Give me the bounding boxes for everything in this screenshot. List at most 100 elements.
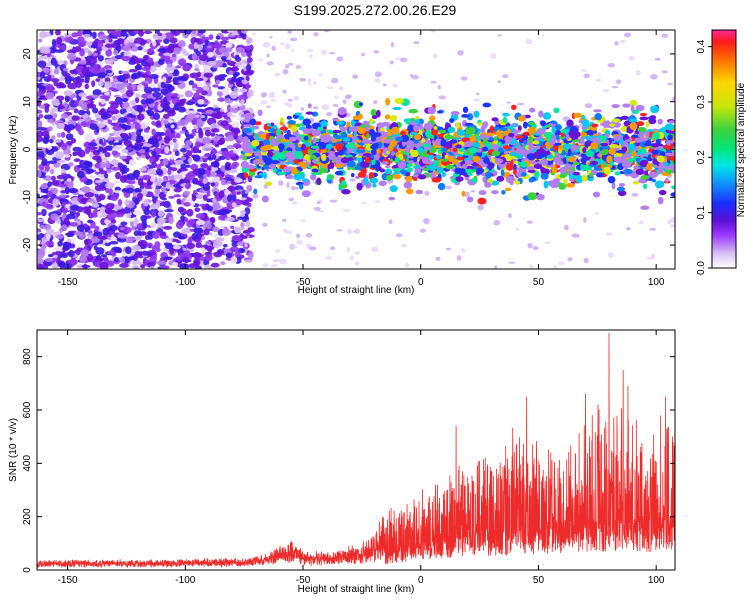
heatmap-cell — [260, 100, 268, 105]
heatmap-cell — [234, 54, 240, 61]
heatmap-cell — [497, 34, 502, 37]
heatmap-cell — [594, 212, 599, 215]
heatmap-cell — [371, 115, 378, 120]
heatmap-cell — [193, 124, 198, 129]
heatmap-cell — [229, 225, 235, 229]
heatmap-cell — [290, 185, 296, 191]
heatmap-cell — [100, 98, 106, 105]
heatmap-cell — [650, 73, 658, 80]
heatmap-cell — [670, 192, 675, 197]
heatmap-cell — [103, 157, 108, 162]
heatmap-cell — [438, 95, 447, 100]
heatmap-cell — [176, 76, 187, 81]
heatmap-cell — [39, 71, 46, 79]
heatmap-cell — [349, 255, 355, 261]
heatmap-cell — [143, 208, 151, 216]
heatmap-cell — [262, 41, 271, 48]
heatmap-cell — [230, 33, 235, 36]
heatmap-cell — [191, 52, 198, 61]
heatmap-cell — [284, 64, 290, 69]
heatmap-cell — [157, 47, 168, 54]
heatmap-cell — [44, 105, 50, 114]
heatmap-cell — [115, 212, 124, 218]
heatmap-cell — [51, 135, 56, 141]
heatmap-cell — [602, 163, 609, 168]
heatmap-cell — [37, 60, 47, 68]
heatmap-cell — [523, 140, 528, 145]
heatmap-cell — [307, 103, 312, 109]
heatmap-cell — [369, 177, 379, 184]
heatmap-cell — [366, 133, 370, 139]
heatmap-cell — [143, 182, 148, 188]
heatmap-cell — [602, 120, 608, 129]
heatmap-cell — [161, 30, 168, 33]
heatmap-cell — [147, 137, 158, 145]
heatmap-cell — [562, 157, 567, 164]
heatmap-cell — [171, 30, 181, 36]
heatmap-cell — [210, 132, 216, 137]
heatmap-cell — [376, 122, 386, 128]
heatmap-cell — [358, 102, 363, 106]
heatmap-cell — [346, 246, 351, 253]
heatmap-cell — [92, 107, 99, 114]
heatmap-cell — [94, 126, 100, 133]
heatmap-cell — [217, 97, 226, 102]
heatmap-cell — [123, 167, 130, 173]
heatmap-cell — [296, 239, 303, 245]
heatmap-cell — [149, 222, 157, 229]
heatmap-cell — [222, 63, 227, 68]
heatmap-cell — [77, 149, 86, 158]
heatmap-cell — [336, 56, 344, 62]
heatmap-cell — [83, 238, 92, 245]
heatmap-cell — [66, 178, 72, 182]
heatmap-cell — [37, 150, 44, 158]
heatmap-cell — [272, 166, 277, 174]
heatmap-cell — [98, 34, 108, 41]
heatmap-cell — [429, 146, 437, 154]
heatmap-cell — [55, 30, 61, 36]
heatmap-cell — [295, 123, 302, 128]
heatmap-cell — [456, 255, 462, 261]
heatmap-cell — [470, 190, 476, 193]
heatmap-cell — [162, 158, 169, 166]
heatmap-cell — [87, 146, 98, 151]
heatmap-cell — [138, 121, 149, 129]
heatmap-cell — [47, 145, 53, 150]
heatmap-cell — [657, 118, 663, 125]
heatmap-cell — [131, 84, 137, 88]
heatmap-cell — [246, 57, 253, 63]
heatmap-cell — [132, 105, 137, 109]
heatmap-cell — [135, 235, 142, 241]
heatmap-cell — [237, 247, 246, 254]
heatmap-cell — [227, 104, 232, 113]
heatmap-cell — [93, 233, 99, 237]
heatmap-cell — [433, 125, 438, 131]
heatmap-cell — [175, 256, 183, 261]
heatmap-cell — [316, 201, 321, 205]
heatmap-cell — [52, 198, 60, 207]
heatmap-cell — [628, 55, 635, 61]
heatmap-cell — [119, 132, 129, 138]
heatmap-cell — [97, 210, 102, 218]
heatmap-cell — [165, 59, 174, 65]
heatmap-cell — [529, 264, 534, 269]
heatmap-cell — [106, 147, 113, 151]
heatmap-cell — [208, 232, 213, 236]
heatmap-cell — [85, 41, 93, 47]
heatmap-cell — [258, 133, 268, 140]
heatmap-cell — [162, 119, 169, 125]
heatmap-cell — [269, 91, 275, 96]
heatmap-cell — [192, 154, 201, 162]
heatmap-cell — [437, 129, 447, 134]
heatmap-cell — [66, 238, 72, 243]
heatmap-cell — [220, 56, 227, 60]
heatmap-cell — [407, 124, 415, 132]
heatmap-cell — [177, 253, 188, 257]
heatmap-cell — [195, 213, 206, 219]
heatmap-cell — [249, 118, 257, 126]
heatmap-cell — [60, 189, 67, 194]
heatmap-cell — [233, 150, 238, 154]
heatmap-cell — [149, 255, 158, 263]
heatmap-cell — [241, 235, 248, 239]
heatmap-cell — [389, 185, 398, 193]
